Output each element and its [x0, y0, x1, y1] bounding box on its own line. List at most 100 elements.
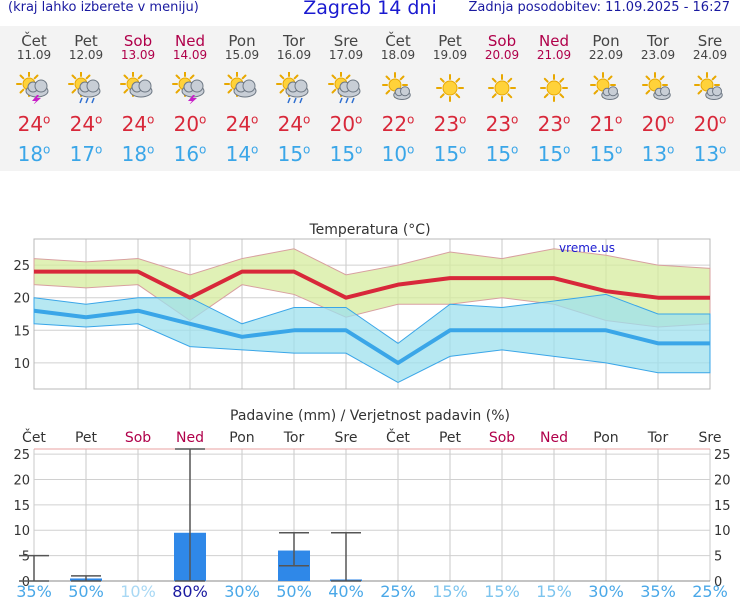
max-temperature-line — [34, 269, 710, 300]
day-name: Pet — [74, 32, 98, 50]
day-date: 18.09 — [380, 48, 416, 62]
day-column: Ned 14.09 20o 16o — [164, 26, 216, 171]
day-name: Tor — [647, 32, 669, 50]
precipitation-probability: 35% — [640, 582, 676, 601]
min-temperature: 16o — [173, 142, 207, 166]
y-tick-label-right: 25 — [714, 448, 731, 463]
min-temperature: 15o — [329, 142, 363, 166]
y-tick-label: 15 — [13, 499, 30, 514]
min-temperature: 17o — [69, 142, 103, 166]
precipitation-probability: 50% — [68, 582, 104, 601]
day-date: 14.09 — [172, 48, 208, 62]
x-tick-label: Čet — [386, 428, 410, 446]
day-column: Tor 16.09 24o 15o — [268, 26, 320, 171]
sun-small-cloud-icon — [694, 72, 723, 100]
sun-cloud-rain-icon — [68, 72, 101, 104]
min-temperature: 18o — [17, 142, 51, 166]
y-tick-label-right: 5 — [714, 550, 722, 565]
precipitation-chart-title: Padavine (mm) / Verjetnost padavin (%) — [230, 408, 510, 424]
day-column: Sob 13.09 24o 18o — [112, 26, 164, 171]
day-column: Ned 21.09 23o 15o — [528, 26, 580, 171]
day-date: 17.09 — [328, 48, 364, 62]
y-tick-label: 25 — [13, 448, 30, 463]
min-temperature-line — [33, 308, 710, 365]
x-tick-label: Pet — [75, 430, 98, 446]
min-temperature: 15o — [277, 142, 311, 166]
day-date: 13.09 — [120, 48, 156, 62]
day-name: Čet — [385, 32, 411, 50]
temperature-chart: Temperatura (°C) 10 15 20 25 vreme.us — [13, 222, 711, 390]
sun-icon — [540, 74, 568, 102]
max-temperature: 22o — [381, 112, 415, 136]
min-temperature: 13o — [693, 142, 727, 166]
y-tick-label: 20 — [13, 292, 30, 307]
x-tick-label: Sre — [335, 430, 358, 446]
min-temperature-band — [33, 293, 711, 384]
precipitation-probability: 30% — [224, 582, 260, 601]
precipitation-probability: 50% — [276, 582, 312, 601]
x-tick-label: Pon — [593, 430, 618, 446]
day-name: Pon — [592, 32, 620, 50]
y-tick-label-right: 10 — [714, 524, 731, 539]
x-tick-label: Pet — [439, 430, 462, 446]
max-temperature: 24o — [69, 112, 103, 136]
precipitation-probability: 15% — [484, 582, 520, 601]
last-update: Zadnja posodobitev: 11.09.2025 - 16:27 — [468, 0, 730, 15]
day-name: Sre — [697, 32, 723, 50]
day-name: Ned — [175, 32, 205, 50]
y-tick-label: 20 — [13, 473, 30, 488]
day-name: Tor — [283, 32, 305, 50]
day-date: 16.09 — [276, 48, 312, 62]
day-name: Ned — [539, 32, 569, 50]
sun-small-cloud-icon — [382, 72, 411, 100]
day-column: Tor 23.09 20o 13o — [632, 26, 684, 171]
day-name: Čet — [21, 32, 47, 50]
precipitation-chart: Padavine (mm) / Verjetnost padavin (%) Če… — [13, 408, 731, 601]
day-date: 19.09 — [432, 48, 468, 62]
day-column: Pon 15.09 24o 14o — [216, 26, 268, 171]
max-temperature: 20o — [173, 112, 207, 136]
y-tick-label: 25 — [13, 259, 30, 274]
sun-cloud-storm-icon — [172, 72, 205, 104]
max-temperature: 21o — [589, 112, 623, 136]
day-name: Sob — [487, 32, 517, 50]
x-tick-label: Tor — [647, 430, 669, 446]
precipitation-probability: 15% — [432, 582, 468, 601]
day-date: 23.09 — [640, 48, 676, 62]
precipitation-probability: 40% — [328, 582, 364, 601]
min-temperature: 13o — [641, 142, 675, 166]
y-tick-label-right: 20 — [714, 473, 731, 488]
sun-small-cloud-icon — [642, 72, 671, 100]
y-tick-label: 10 — [13, 524, 30, 539]
sun-cloud-icon — [120, 72, 153, 98]
day-name: Pet — [438, 32, 462, 50]
min-temperature: 10o — [381, 142, 415, 166]
precipitation-probability: 15% — [536, 582, 572, 601]
precipitation-probability: 25% — [692, 582, 728, 601]
day-date: 12.09 — [68, 48, 104, 62]
day-date: 24.09 — [692, 48, 728, 62]
sun-cloud-rain-icon — [328, 72, 361, 104]
x-tick-label: Čet — [22, 428, 46, 446]
max-temperature: 20o — [329, 112, 363, 136]
precipitation-probability: 10% — [120, 582, 156, 601]
y-tick-label-right: 0 — [714, 575, 722, 590]
header-menu-hint[interactable]: (kraj lahko izberete v meniju) — [8, 0, 199, 15]
daily-forecast-strip: Čet 11.09 24o 18o Pet 12.09 24o 17o Sob 13.09 24o 1… — [0, 26, 740, 171]
day-column: Sob 20.09 23o 15o — [476, 26, 528, 171]
min-temperature: 15o — [537, 142, 571, 166]
y-tick-label-right: 15 — [714, 499, 731, 514]
temperature-chart-title: Temperatura (°C) — [308, 222, 430, 238]
x-tick-label: Sob — [125, 430, 151, 446]
day-date: 11.09 — [16, 48, 52, 62]
y-tick-label: 5 — [22, 550, 30, 565]
max-temperature: 24o — [277, 112, 311, 136]
precipitation-probability: 35% — [16, 582, 52, 601]
precipitation-probability: 25% — [380, 582, 416, 601]
day-date: 20.09 — [484, 48, 520, 62]
day-name: Sob — [123, 32, 153, 50]
max-temperature: 23o — [485, 112, 519, 136]
watermark: vreme.us — [559, 241, 615, 255]
y-tick-label: 0 — [22, 575, 30, 590]
max-temperature: 23o — [537, 112, 571, 136]
